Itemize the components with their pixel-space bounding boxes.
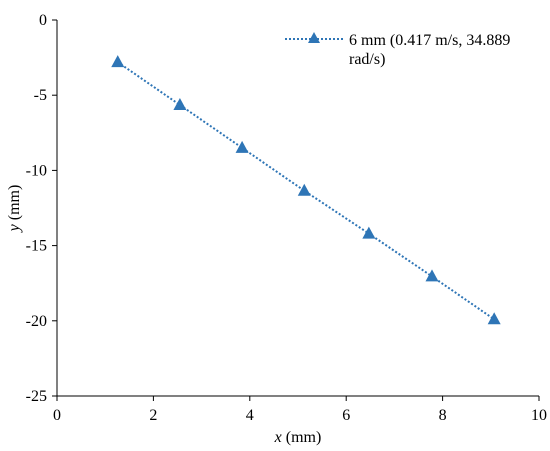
legend: 6 mm (0.417 m/s, 34.889 rad/s) bbox=[285, 32, 510, 68]
y-tick-label: -15 bbox=[26, 238, 47, 255]
x-axis-var: x bbox=[274, 429, 282, 446]
y-axis-unit: (mm) bbox=[6, 185, 23, 225]
legend-label-line2: rad/s) bbox=[349, 51, 385, 68]
data-point-marker bbox=[297, 183, 311, 196]
y-tick-label: -20 bbox=[26, 313, 47, 330]
data-point-marker bbox=[425, 269, 439, 282]
y-tick-label: -10 bbox=[26, 162, 47, 179]
y-tick-label: -5 bbox=[34, 87, 47, 104]
y-tick-label: 0 bbox=[39, 12, 47, 29]
x-axis-title: x (mm) bbox=[274, 429, 322, 446]
legend-triangle-marker bbox=[308, 32, 320, 43]
x-tick-label: 4 bbox=[246, 407, 254, 424]
x-tick-label: 2 bbox=[149, 407, 157, 424]
data-point-marker bbox=[487, 312, 501, 325]
x-tick-label: 0 bbox=[53, 407, 61, 424]
legend-label-line1: 6 mm (0.417 m/s, 34.889 bbox=[349, 32, 510, 49]
series-markers bbox=[111, 55, 501, 325]
x-tick-labels: 0 2 4 6 8 10 bbox=[53, 396, 547, 424]
y-tick-labels: 0 -5 -10 -15 -20 -25 bbox=[26, 12, 57, 405]
x-tick-label: 6 bbox=[342, 407, 350, 424]
data-point-marker bbox=[235, 140, 249, 153]
data-point-marker bbox=[362, 226, 376, 239]
data-point-marker bbox=[173, 97, 187, 110]
y-axis-var: y bbox=[6, 223, 23, 233]
x-axis-unit: (mm) bbox=[282, 429, 322, 446]
x-tick-label: 8 bbox=[439, 407, 447, 424]
y-axis-title: y (mm) bbox=[6, 185, 23, 234]
y-tick-label: -25 bbox=[26, 388, 47, 405]
x-tick-label: 10 bbox=[531, 407, 547, 424]
data-point-marker bbox=[111, 55, 125, 68]
